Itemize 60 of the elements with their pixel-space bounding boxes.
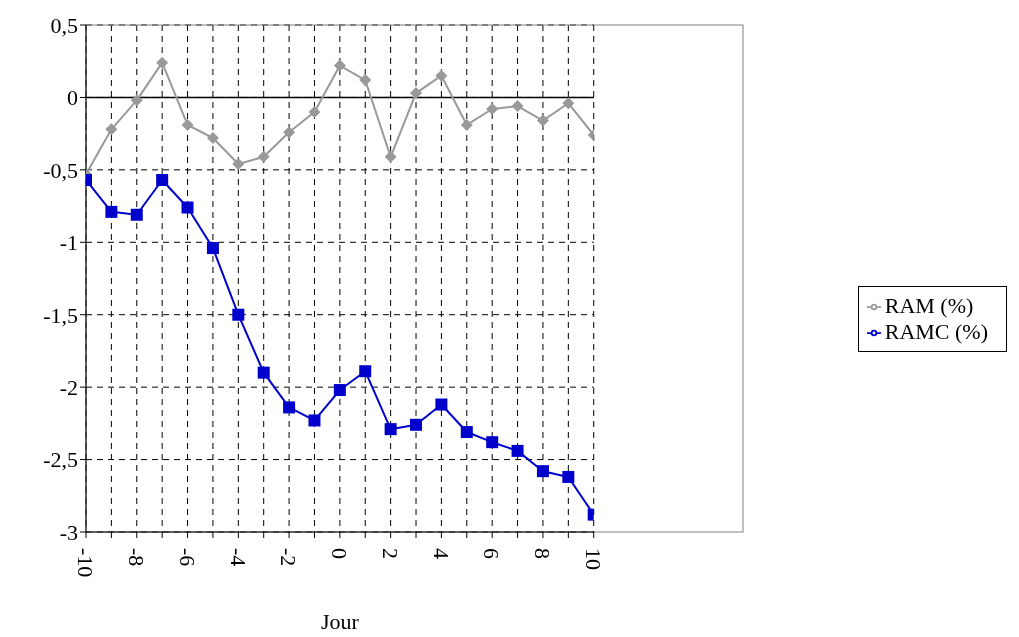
x-axis-title: Jour: [320, 609, 360, 634]
x-tick-label: 2: [377, 548, 403, 559]
x-tick-label: -10: [73, 548, 99, 578]
x-tick-label: 4: [428, 548, 454, 559]
point: [130, 208, 143, 221]
point: [435, 69, 448, 82]
x-tick-label: 8: [530, 548, 556, 559]
point: [359, 365, 372, 378]
point: [283, 126, 296, 139]
point: [130, 94, 143, 107]
point: [359, 74, 372, 87]
y-tick-label: 0: [67, 85, 78, 111]
y-tick-label: -2,5: [43, 447, 78, 473]
point: [156, 174, 169, 186]
point: [181, 201, 194, 214]
y-tick-label: -3: [59, 519, 78, 545]
point: [435, 398, 448, 411]
y-tick-label: -0,5: [43, 157, 78, 183]
x-tick-label: -4: [225, 548, 251, 567]
x-tick-label: -6: [174, 548, 200, 567]
x-tick-label: 10: [581, 548, 607, 570]
point: [333, 384, 346, 397]
point: [257, 150, 270, 163]
point: [460, 426, 473, 439]
point: [511, 444, 524, 457]
point: [410, 418, 423, 431]
y-tick-label: -1: [59, 230, 78, 256]
point: [460, 118, 473, 131]
y-tick-label: -2: [59, 374, 78, 400]
point: [511, 100, 524, 113]
legend-label: RAMC (%): [884, 318, 988, 344]
point: [536, 114, 549, 127]
point: [384, 150, 397, 163]
point: [384, 423, 397, 436]
point: [308, 105, 321, 118]
point: [257, 366, 270, 379]
y-tick-label: 0,5: [50, 12, 78, 38]
point: [562, 97, 575, 110]
point: [410, 87, 423, 100]
point: [308, 414, 321, 427]
point: [486, 436, 499, 449]
point: [206, 242, 219, 255]
point: [105, 123, 118, 136]
point: [283, 401, 296, 414]
point: [206, 131, 219, 144]
point: [156, 56, 169, 69]
x-tick-label: -8: [124, 548, 150, 567]
point: [232, 308, 245, 321]
x-tick-label: -2: [276, 548, 302, 567]
point: [486, 103, 499, 116]
point: [536, 465, 549, 478]
point: [105, 205, 118, 218]
x-tick-label: 6: [479, 548, 505, 559]
point: [181, 118, 194, 131]
legend-label: RAM (%): [884, 292, 974, 318]
point: [333, 59, 346, 72]
x-tick-label: 0: [327, 548, 353, 559]
point: [232, 158, 245, 171]
point: [562, 470, 575, 483]
y-tick-label: -1,5: [43, 302, 78, 328]
